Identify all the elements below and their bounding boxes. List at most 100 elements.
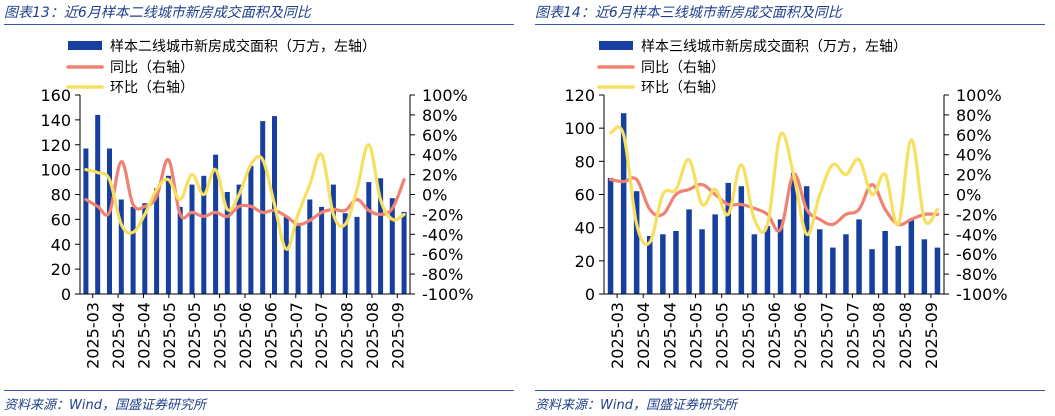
bar — [751, 234, 758, 294]
left-axis-label: 40 — [575, 219, 595, 238]
chart-legend: 样本二线城市新房成交面积（万方，左轴） 同比（右轴） 环比（右轴） — [66, 38, 376, 96]
x-axis: 2025-03 2025-04 2025-04 2025-05 2025-05 2025-… — [608, 294, 941, 369]
right-axis-label: -100% — [422, 285, 474, 304]
right-axis-label: 80% — [422, 106, 458, 125]
x-axis-label: 2025-04 — [660, 302, 679, 369]
bar — [856, 219, 862, 294]
source-note: 资料来源：Wind，国盛证券研究所 — [535, 398, 737, 413]
bar — [620, 113, 627, 294]
bar — [154, 188, 160, 294]
x-axis-label: 2025-05 — [185, 302, 204, 369]
bar — [934, 247, 941, 294]
source-divider — [535, 390, 1045, 391]
bar — [699, 229, 705, 294]
bar — [908, 219, 915, 294]
x-axis-label: 2025-05 — [687, 302, 706, 369]
left-axis-label: 80 — [575, 152, 595, 171]
second-tier-city-chart: 样本二线城市新房成交面积（万方，左轴） 同比（右轴） 环比（右轴） 0 20 40 60 80… — [40, 38, 474, 369]
bar — [260, 121, 266, 294]
legend-label: 样本二线城市新房成交面积（万方，左轴） — [110, 38, 376, 55]
right-axis-label: -100% — [956, 285, 1008, 304]
chart-title: 图表13：近6月样本二线城市新房成交面积及同比 — [4, 5, 311, 21]
bar — [764, 226, 771, 294]
right-axis: -100%-80%-60%-40%-20%0%20%40%60%80%100% — [410, 86, 474, 304]
x-axis-label: 2025-05 — [713, 302, 732, 369]
bar — [224, 192, 230, 294]
chart-legend: 样本三线城市新房成交面积（万方，左轴） 同比（右轴） 环比（右轴） — [597, 38, 907, 96]
x-axis-label: 2025-06 — [765, 302, 784, 369]
right-axis-label: 60% — [422, 126, 458, 145]
chart-panel-right: 图表14：近6月样本三线城市新房成交面积及同比 样本三线城市新房成交面积（万方，… — [535, 0, 1055, 416]
bar — [189, 184, 195, 294]
x-axis-label: 2025-08 — [363, 302, 382, 369]
bar — [213, 154, 219, 294]
left-axis-label: 60 — [575, 186, 595, 205]
chart-title: 图表14：近6月样本三线城市新房成交面积及同比 — [535, 5, 842, 21]
legend-label: 同比（右轴） — [110, 60, 194, 76]
bar — [83, 148, 89, 294]
right-axis-label: -80% — [422, 265, 463, 284]
x-axis-label: 2025-05 — [739, 302, 758, 369]
left-axis-label: 80 — [51, 186, 71, 205]
left-axis-label: 40 — [51, 235, 71, 254]
left-axis-label: 0 — [61, 285, 71, 304]
x-axis-label: 2025-04 — [109, 302, 128, 369]
left-axis-label: 20 — [51, 260, 71, 279]
bar — [295, 225, 301, 294]
source-divider — [4, 390, 514, 391]
right-axis-label: -40% — [956, 225, 997, 244]
bar — [118, 199, 124, 294]
x-axis-label: 2025-06 — [236, 302, 255, 369]
bar — [342, 213, 348, 294]
left-axis-label: 140 — [40, 111, 71, 130]
x-axis-label: 2025-09 — [922, 302, 941, 369]
x-axis-label: 2025-05 — [160, 302, 179, 369]
legend-swatch-bars — [68, 41, 102, 50]
legend-label: 样本三线城市新房成交面积（万方，左轴） — [641, 38, 907, 55]
bar — [307, 199, 313, 294]
left-axis-label: 120 — [40, 136, 71, 155]
x-axis-label: 2025-05 — [211, 302, 230, 369]
left-axis-label: 120 — [564, 86, 595, 105]
right-axis-label: 60% — [956, 126, 992, 145]
bar — [354, 216, 360, 294]
bar — [725, 182, 731, 294]
bar — [165, 175, 171, 294]
x-axis-label: 2025-08 — [896, 302, 915, 369]
left-axis-label: 20 — [575, 252, 595, 271]
x-axis-label: 2025-07 — [817, 302, 836, 369]
right-axis-label: -80% — [956, 265, 997, 284]
x-axis: 2025-03 2025-04 2025-04 2025-05 2025-05 2025-… — [84, 294, 407, 369]
bar — [283, 216, 289, 294]
left-axis-label: 60 — [51, 210, 71, 229]
bar — [686, 209, 692, 294]
right-axis-label: 100% — [956, 86, 1002, 105]
yoy-line — [608, 172, 940, 233]
bar — [830, 247, 836, 294]
bar — [201, 175, 207, 294]
bar — [366, 182, 372, 294]
left-axis: 0 20 40 60 80 100 120 140 160 — [40, 86, 80, 304]
right-axis-label: -60% — [956, 245, 997, 264]
left-axis-label: 0 — [585, 285, 595, 304]
right-axis-label: -20% — [956, 205, 997, 224]
bar — [921, 239, 928, 294]
right-axis-label: 0% — [956, 186, 981, 205]
bar — [142, 203, 148, 294]
title-divider — [535, 24, 1045, 25]
bar — [95, 114, 101, 295]
bar — [777, 219, 784, 294]
mom-line — [84, 143, 406, 251]
right-axis: -100%-80%-60%-40%-20%0%20%40%60%80%100% — [944, 86, 1008, 304]
bar — [803, 186, 810, 294]
bar — [330, 184, 336, 294]
right-axis-label: -20% — [422, 205, 463, 224]
x-axis-label: 2025-07 — [287, 302, 306, 369]
bar — [107, 148, 112, 294]
bar — [673, 231, 679, 294]
bar — [389, 198, 395, 294]
x-axis-label: 2025-06 — [791, 302, 810, 369]
bar — [378, 178, 384, 294]
legend-label: 环比（右轴） — [641, 80, 725, 96]
x-axis-label: 2025-04 — [134, 302, 153, 369]
